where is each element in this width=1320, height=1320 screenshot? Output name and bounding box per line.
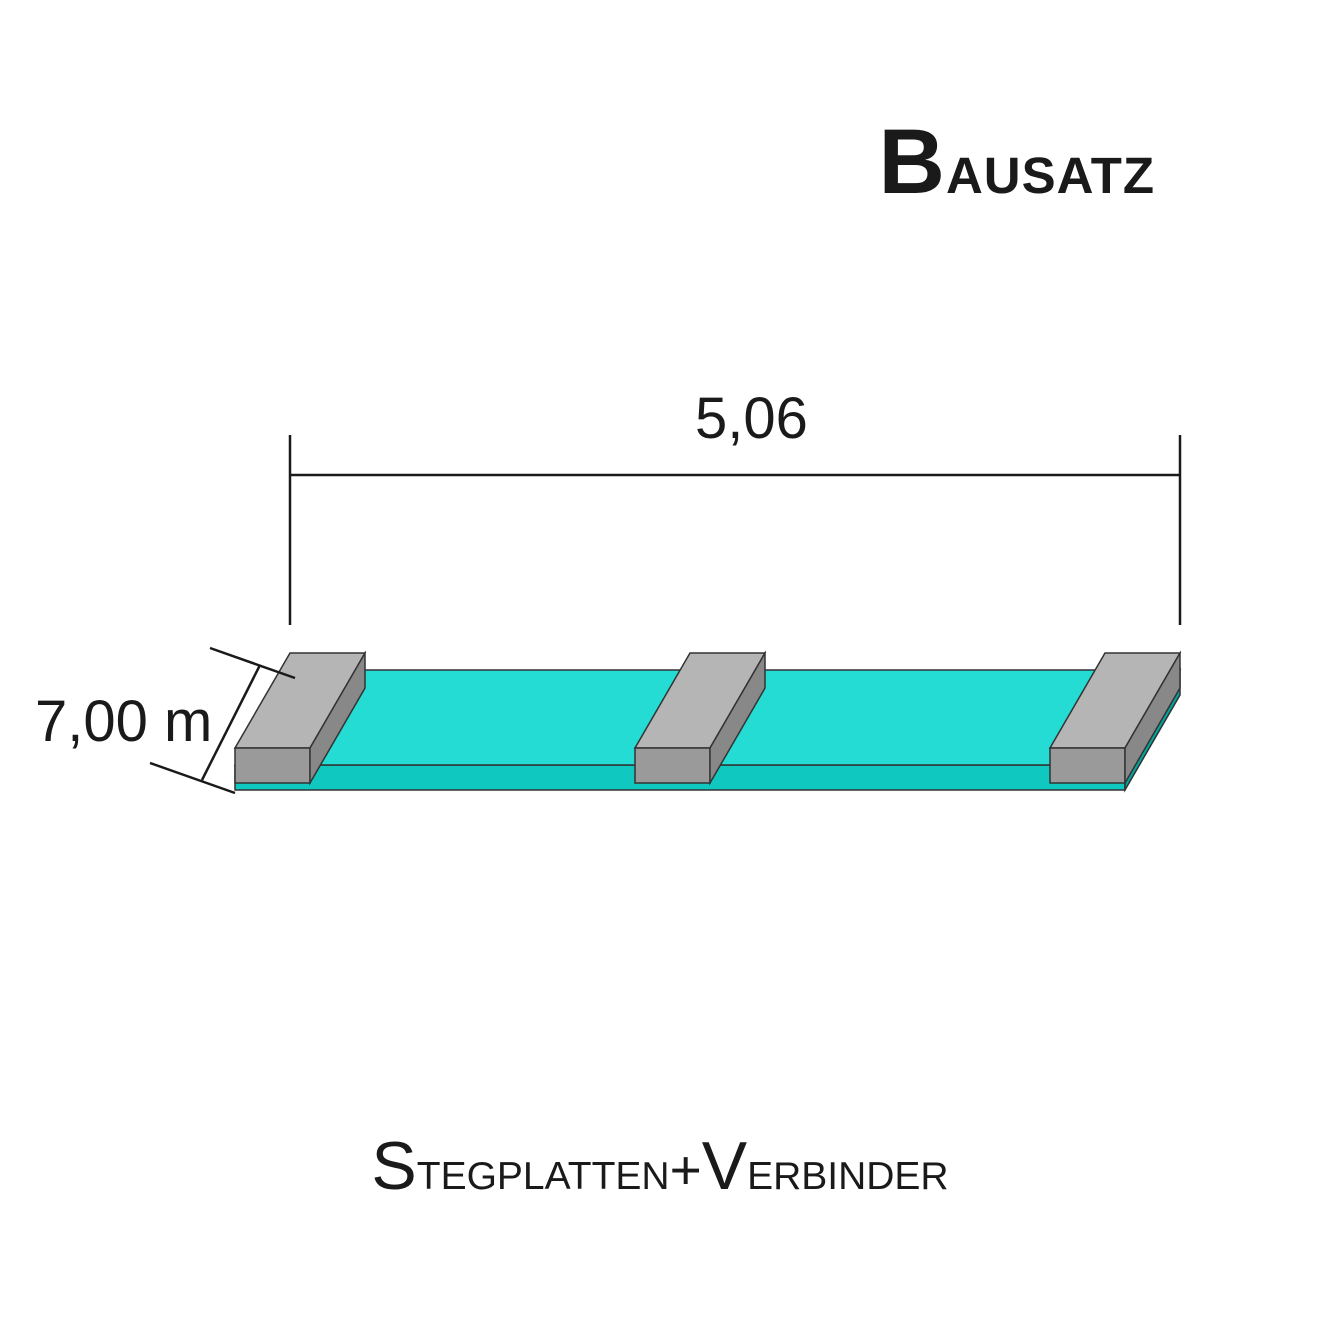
- depth-dimension-label: 7,00 m: [35, 688, 212, 755]
- diagram-container: [0, 370, 1320, 970]
- width-dimension-label: 5,06: [695, 385, 808, 452]
- title-first-letter: B: [879, 111, 946, 213]
- subtitle-part2-first: V: [702, 1128, 747, 1204]
- diagram-svg: [0, 370, 1320, 970]
- subtitle: Stegplatten+Verbinder: [371, 1127, 948, 1205]
- title: Bausatz: [879, 110, 1155, 215]
- title-rest: ausatz: [946, 128, 1155, 209]
- subtitle-part1-first: S: [371, 1128, 416, 1204]
- subtitle-part2-rest: erbinder: [747, 1139, 949, 1201]
- subtitle-part1-rest: tegplatten: [417, 1139, 670, 1201]
- subtitle-plus: +: [670, 1139, 702, 1201]
